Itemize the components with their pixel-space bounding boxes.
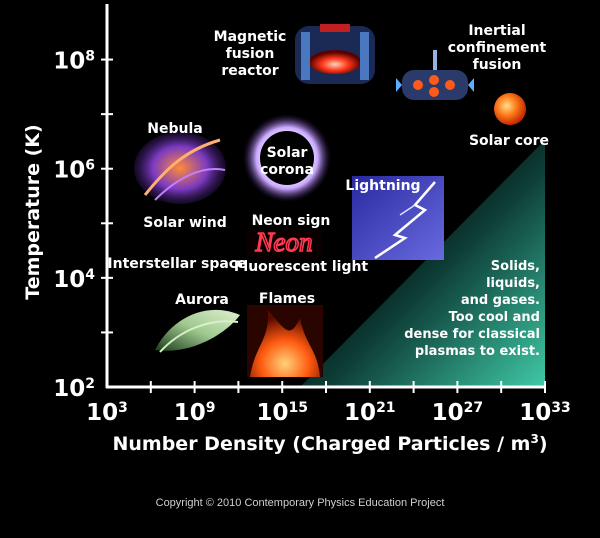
point-label-lightning: Lightning: [345, 178, 420, 194]
y-tick-exp: 6: [85, 158, 95, 174]
point-label-fluorescent-light: Fluorescent light: [234, 259, 369, 275]
point-label-line: Solar: [267, 145, 308, 161]
point-label-line: fusion: [473, 57, 522, 73]
point-label-line: confinement: [448, 40, 547, 56]
copyright-text: Copyright © 2010 Contemporary Physics Ed…: [155, 497, 445, 509]
point-label-line: Magnetic: [214, 29, 287, 45]
point-label-line: Inertial: [468, 23, 525, 39]
non-plasma-line: and gases.: [461, 293, 540, 308]
non-plasma-line: liquids,: [486, 276, 540, 291]
x-tick-label: 1033: [519, 400, 571, 426]
non-plasma-line: plasmas to exist.: [415, 344, 540, 359]
x-tick-label: 1021: [344, 400, 396, 426]
x-axis-title: Number Density (Charged Particles / m3): [112, 432, 547, 455]
x-axis-title-main: Number Density (Charged Particles / m: [112, 433, 530, 455]
point-label-aurora: Aurora: [175, 292, 229, 308]
point-label-line: Fluorescent light: [234, 259, 369, 275]
y-tick-exp: 2: [85, 376, 95, 392]
non-plasma-line: Too cool and: [449, 310, 540, 325]
x-tick-exp: 27: [464, 400, 483, 416]
x-tick-base: 10: [432, 400, 464, 426]
point-label-line: fusion: [226, 46, 275, 62]
y-tick-base: 10: [53, 49, 85, 75]
x-tick-label: 109: [174, 400, 216, 426]
point-label-flames: Flames: [259, 291, 315, 307]
inertial-fusion-image: [396, 50, 474, 100]
point-label-inertial-confinement-fusion: Inertial confinement fusion: [448, 23, 547, 73]
x-tick-base: 10: [174, 400, 206, 426]
x-axis-title-end: ): [539, 433, 548, 455]
y-tick-label: 106: [53, 158, 95, 184]
aurora-image: [155, 309, 240, 353]
x-tick-label: 1015: [256, 400, 308, 426]
neon-sign-image: [246, 229, 322, 257]
x-tick-exp: 9: [206, 400, 216, 416]
point-label-solar-core: Solar core: [469, 133, 549, 149]
neon-word: Neon: [255, 227, 313, 257]
point-label-line: Neon sign: [252, 213, 331, 229]
flames-image: [247, 305, 323, 377]
point-label-line: Solar wind: [143, 215, 226, 231]
y-axis-title: Temperature (K): [22, 124, 44, 299]
solar-corona-disk: [260, 131, 314, 185]
point-label-solar-wind: Solar wind: [143, 215, 226, 231]
nebula-image: [134, 132, 226, 204]
x-tick-exp: 21: [376, 400, 395, 416]
y-tick-base: 10: [53, 267, 85, 293]
x-tick-base: 10: [519, 400, 551, 426]
non-plasma-region: [300, 140, 545, 387]
y-tick-exp: 8: [85, 49, 95, 65]
x-tick-label: 1027: [432, 400, 484, 426]
point-label-line: Solar core: [469, 133, 549, 149]
y-tick-label: 108: [53, 49, 95, 75]
point-label-line: Interstellar space: [107, 256, 246, 272]
non-plasma-line: dense for classical: [404, 327, 540, 342]
x-tick-base: 10: [256, 400, 288, 426]
point-label-line: Aurora: [175, 292, 229, 308]
non-plasma-line: Solids,: [491, 259, 540, 274]
x-axis-title-sup: 3: [530, 432, 538, 446]
point-label-line: Nebula: [147, 121, 202, 137]
point-label-magnetic-fusion-reactor: Magnetic fusion reactor: [214, 29, 287, 79]
non-plasma-text: Solids, liquids, and gases. Too cool and den…: [404, 259, 540, 359]
point-label-interstellar-space: Interstellar space: [107, 256, 246, 272]
x-tick-exp: 33: [551, 400, 570, 416]
point-label-line: reactor: [221, 63, 278, 79]
lightning-image: [352, 176, 444, 260]
y-tick-exp: 4: [85, 267, 95, 283]
x-tick-exp: 15: [288, 400, 307, 416]
point-label-line: corona: [260, 162, 314, 178]
y-tick-base: 10: [53, 376, 85, 402]
point-label-line: Flames: [259, 291, 315, 307]
x-tick-label: 103: [86, 400, 128, 426]
x-tick-base: 10: [86, 400, 118, 426]
point-label-nebula: Nebula: [147, 121, 202, 137]
point-label-neon-sign: Neon sign: [252, 213, 331, 229]
fusion-reactor-image: [295, 24, 375, 84]
x-tick-base: 10: [344, 400, 376, 426]
y-tick-label: 102: [53, 376, 95, 402]
solar-core-image: [494, 93, 526, 125]
y-tick-label: 104: [53, 267, 95, 293]
point-label-line: Lightning: [345, 178, 420, 194]
y-tick-base: 10: [53, 158, 85, 184]
point-label-solar-corona: Solar corona: [260, 145, 314, 178]
x-tick-exp: 3: [118, 400, 128, 416]
